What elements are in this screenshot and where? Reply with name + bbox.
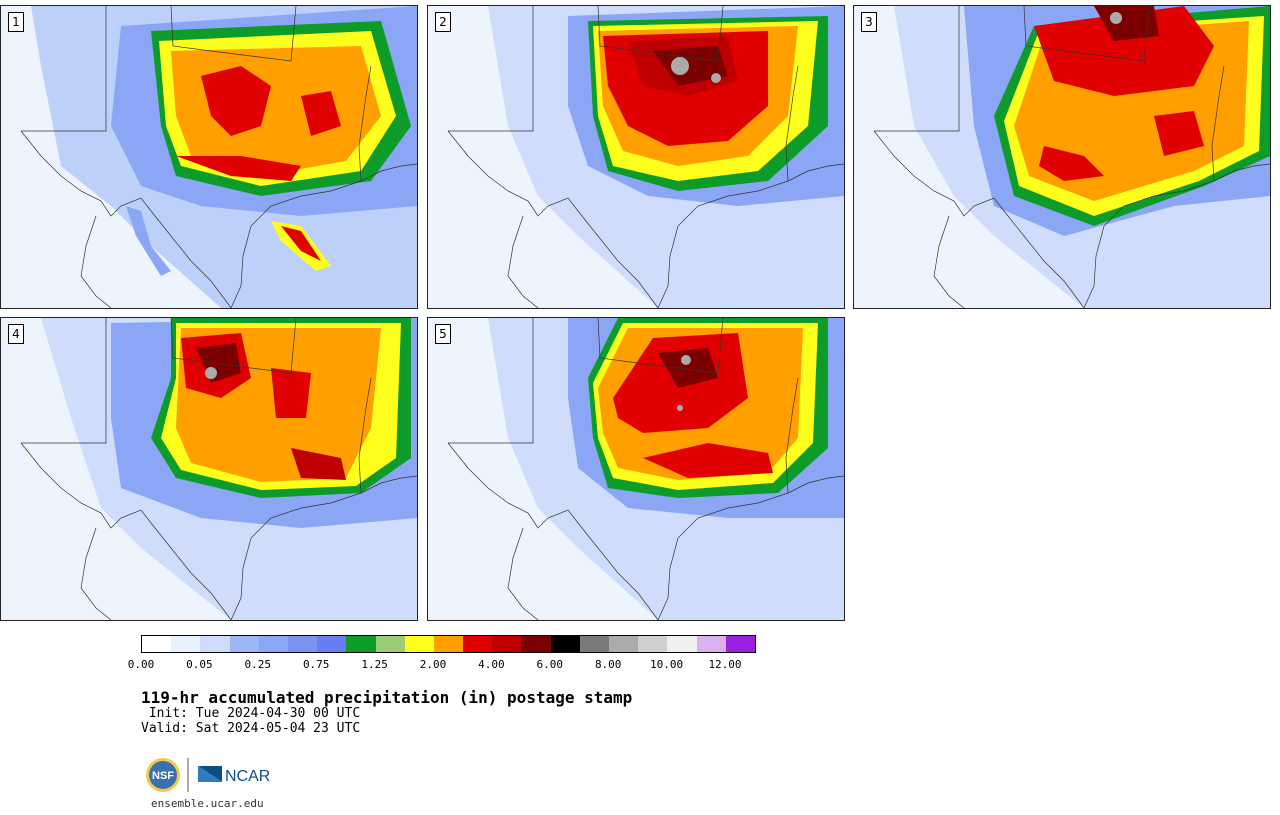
precipitation-map-1 — [20, 6, 417, 308]
colorbar-tick-label: 0.75 — [302, 658, 330, 671]
ensemble-member-panel-1: 1 — [0, 5, 418, 309]
precipitation-map-4 — [20, 318, 417, 620]
figure-title: 119-hr accumulated precipitation (in) po… — [141, 688, 633, 707]
colorbar-tick-label: 1.25 — [361, 658, 388, 671]
colorbar-swatch — [258, 636, 288, 652]
colorbar-swatch — [287, 636, 318, 652]
colorbar-tick-label: 0.00 — [127, 658, 155, 671]
precipitation-map-3 — [873, 6, 1270, 308]
ensemble-member-panel-3: 3 — [853, 5, 1271, 309]
colorbar-swatch — [375, 636, 405, 652]
colorbar-swatch — [171, 636, 201, 652]
colorbar-tick-label: 0.05 — [186, 658, 213, 671]
panel-number: 1 — [8, 12, 24, 32]
colorbar-tick-label: 2.00 — [419, 658, 447, 671]
colorbar-tick-label: 0.25 — [244, 658, 272, 671]
valid-time: Valid: Sat 2024-05-04 23 UTC — [141, 721, 361, 736]
colorbar-swatch — [667, 636, 697, 652]
colorbar-swatch — [463, 636, 493, 652]
colorbar-swatch — [550, 636, 580, 652]
precipitation-map-2 — [447, 6, 844, 308]
colorbar-swatch — [317, 636, 347, 652]
precipitation-colorbar — [141, 635, 756, 653]
sponsor-logos: NSF NCAR — [144, 756, 284, 794]
colorbar-swatch — [229, 636, 259, 652]
colorbar-tick-label: 8.00 — [594, 658, 622, 671]
nsf-logo: NSF — [146, 758, 180, 792]
colorbar-swatch — [579, 636, 609, 652]
website-url: ensemble.ucar.edu — [151, 797, 264, 810]
colorbar-swatch — [346, 636, 376, 652]
init-time: Init: Tue 2024-04-30 00 UTC — [141, 706, 361, 721]
colorbar-swatch — [696, 636, 726, 652]
colorbar-swatch — [638, 636, 668, 652]
panel-number: 4 — [8, 324, 24, 344]
colorbar-swatch — [492, 636, 522, 652]
colorbar-swatch — [609, 636, 639, 652]
precipitation-map-5 — [447, 318, 844, 620]
nsf-logo-text: NSF — [152, 770, 174, 782]
ncar-logo: NCAR — [198, 766, 270, 785]
colorbar-tick-label: 6.00 — [536, 658, 564, 671]
ncar-logo-text: NCAR — [225, 768, 270, 785]
colorbar-tick-label: 12.00 — [708, 658, 742, 671]
ensemble-member-panel-2: 2 — [427, 5, 845, 309]
panel-number: 5 — [435, 324, 451, 344]
panel-number: 2 — [435, 12, 451, 32]
ensemble-member-panel-5: 5 — [427, 317, 845, 621]
panel-number: 3 — [861, 12, 877, 32]
colorbar-tick-labels: 0.00 0.05 0.25 0.75 1.25 2.00 4.00 6.00 8.00 10.0… — [128, 658, 761, 672]
colorbar-swatch — [142, 636, 172, 652]
ensemble-member-panel-4: 4 — [0, 317, 418, 621]
colorbar-tick-label: 4.00 — [478, 658, 505, 671]
colorbar-swatch — [521, 636, 551, 652]
colorbar-swatch — [404, 636, 434, 652]
colorbar-swatch — [433, 636, 464, 652]
colorbar-swatch — [725, 636, 755, 652]
colorbar-tick-label: 10.00 — [650, 658, 684, 671]
colorbar-swatch — [200, 636, 230, 652]
